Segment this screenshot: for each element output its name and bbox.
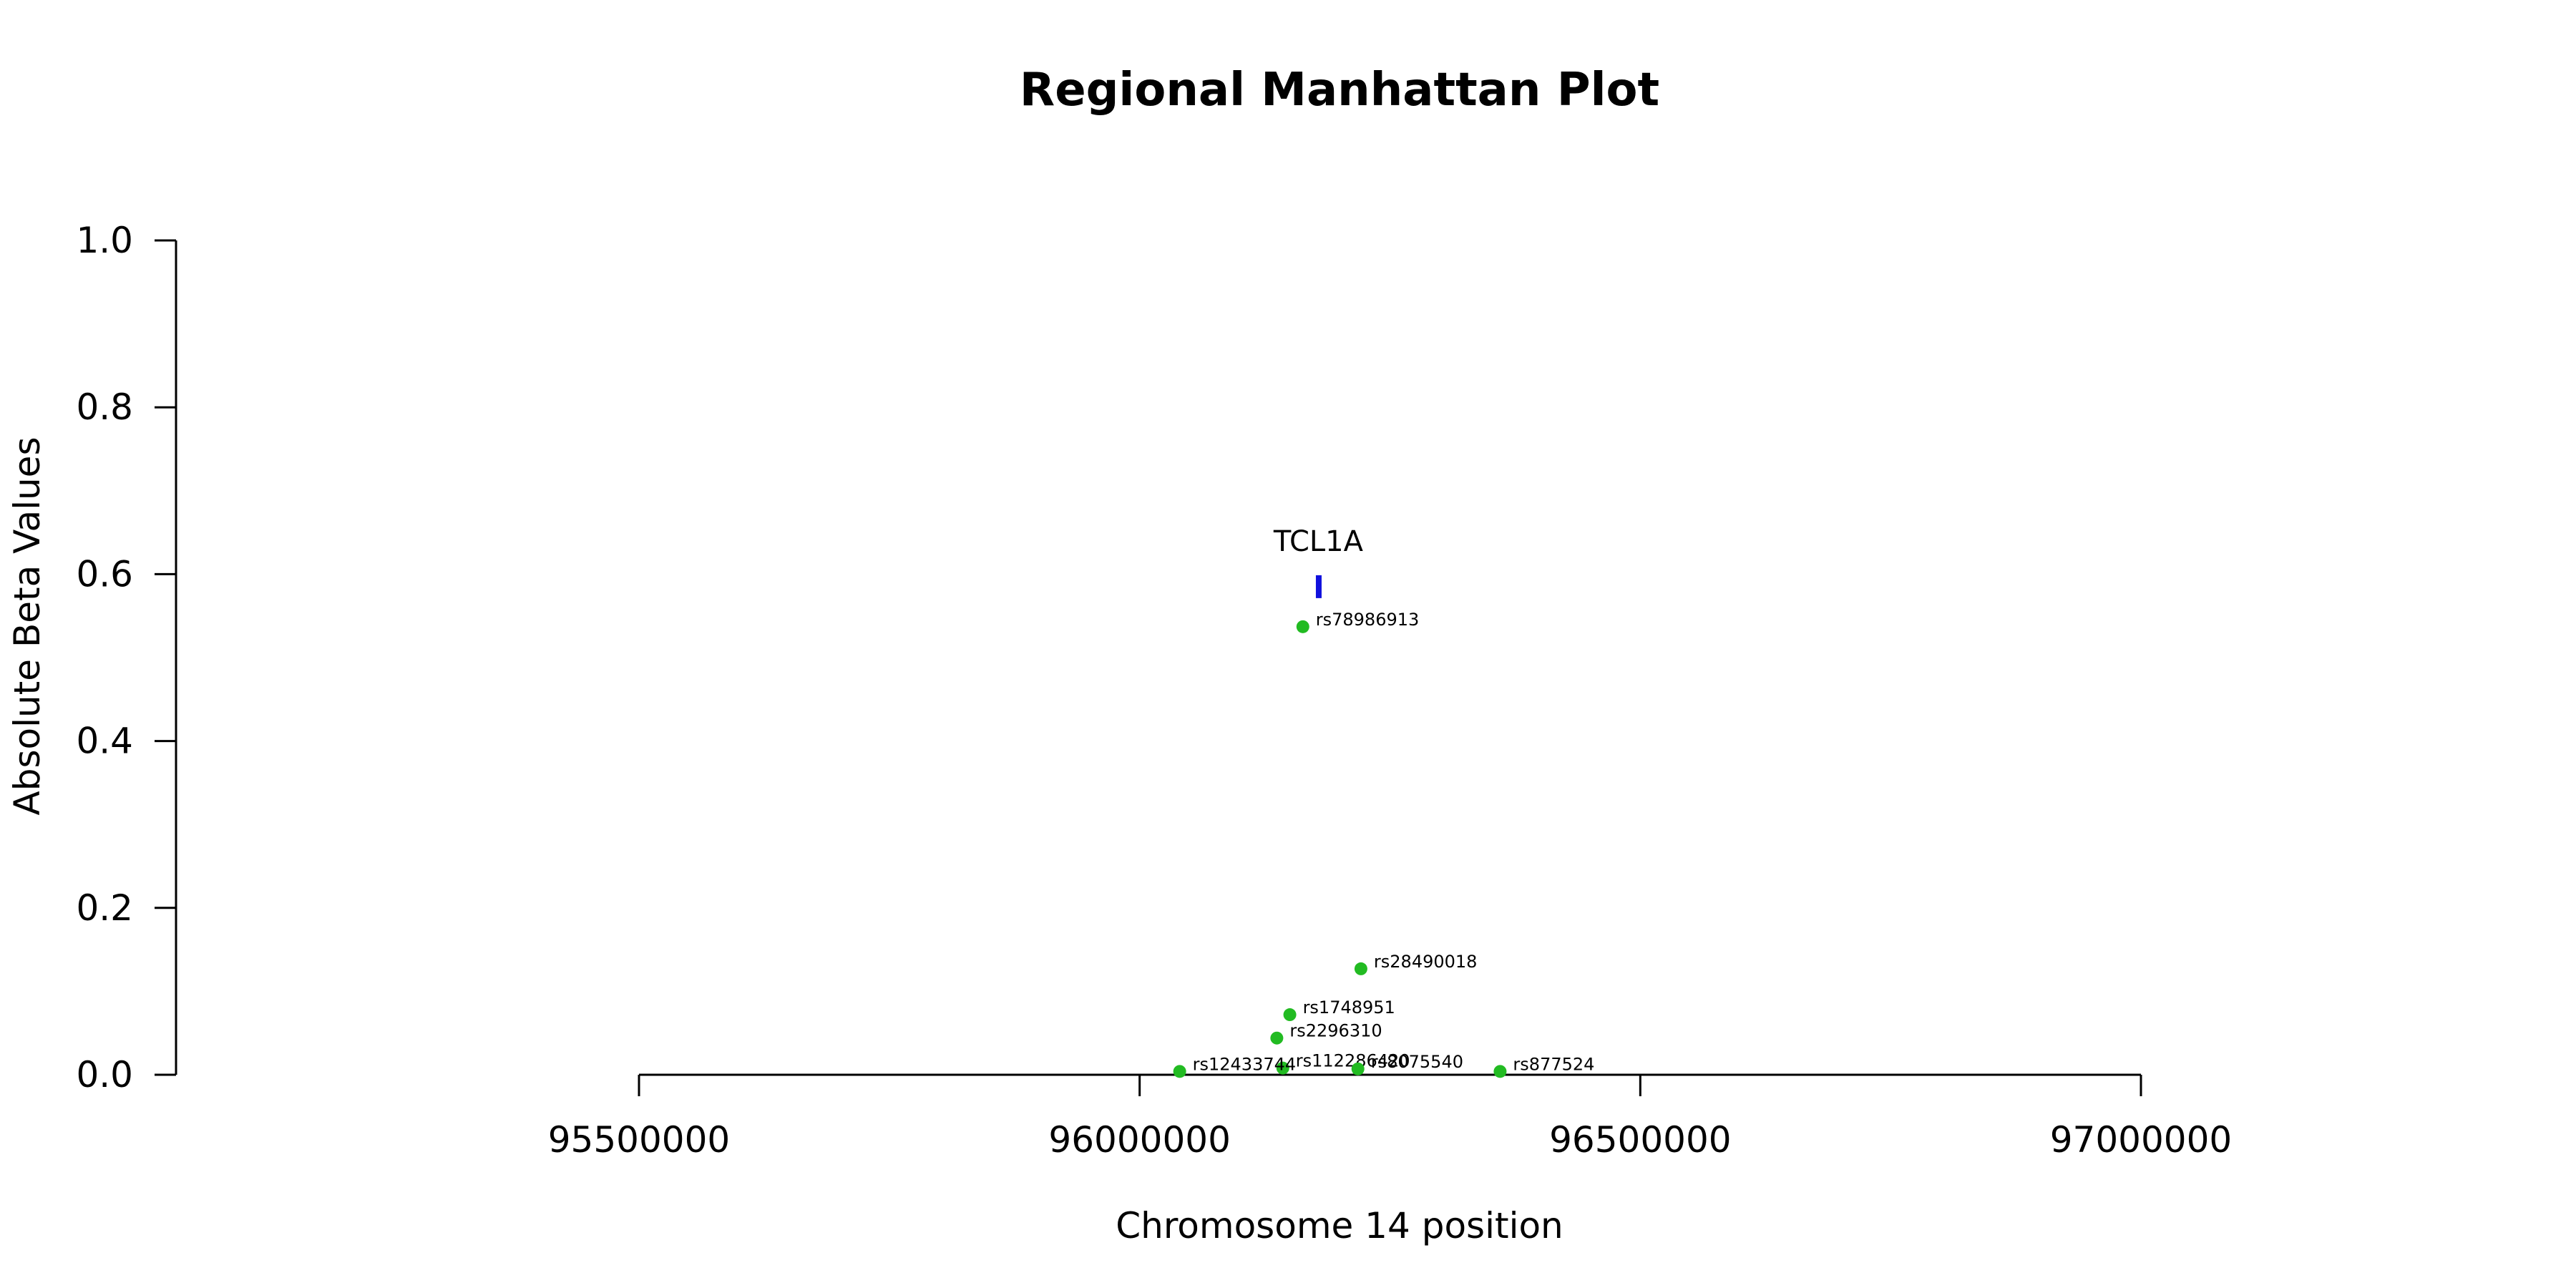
y-tick-label: 0.8 (76, 386, 133, 428)
snp-point (1351, 1062, 1365, 1075)
snp-points: rs78986913 rs28490018 rs1748951 rs2296310 rs… (1173, 610, 1594, 1078)
snp-label: rs12433744 (1193, 1054, 1297, 1074)
snp-point (1276, 1061, 1289, 1075)
snp-label: rs28490018 (1374, 952, 1478, 972)
x-tick-label: 96500000 (1549, 1119, 1732, 1161)
snp-label: rs877524 (1513, 1054, 1594, 1074)
x-tick-label: 95500000 (548, 1119, 731, 1161)
snp-point (1283, 1008, 1297, 1022)
gene-track: TCL1A (1273, 525, 1364, 598)
y-tick-label: 1.0 (76, 220, 133, 261)
y-axis-label: Absolute Beta Values (6, 437, 48, 816)
snp-point (1173, 1065, 1186, 1078)
chart-title: Regional Manhattan Plot (1020, 64, 1659, 117)
axes: 0.0 0.2 0.4 0.6 0.8 1.0 95500000 96000000 965000… (76, 220, 2232, 1161)
snp-label: rs1748951 (1303, 997, 1395, 1018)
y-tick-label: 0.4 (76, 721, 133, 762)
x-tick-label: 97000000 (2050, 1119, 2233, 1161)
y-tick-label: 0.2 (76, 887, 133, 929)
gene-label: TCL1A (1273, 525, 1364, 558)
y-tick-label: 0.0 (76, 1054, 133, 1096)
snp-label: rs8075540 (1371, 1052, 1463, 1072)
gene-bar (1315, 575, 1322, 598)
snp-point (1270, 1031, 1284, 1045)
x-tick-label: 96000000 (1048, 1119, 1231, 1161)
x-axis-label: Chromosome 14 position (1116, 1205, 1563, 1246)
snp-point (1493, 1065, 1507, 1078)
snp-label: rs2296310 (1289, 1021, 1382, 1041)
y-tick-label: 0.6 (76, 553, 133, 595)
snp-point (1296, 620, 1309, 633)
snp-point (1354, 962, 1367, 975)
snp-label: rs78986913 (1316, 610, 1420, 630)
